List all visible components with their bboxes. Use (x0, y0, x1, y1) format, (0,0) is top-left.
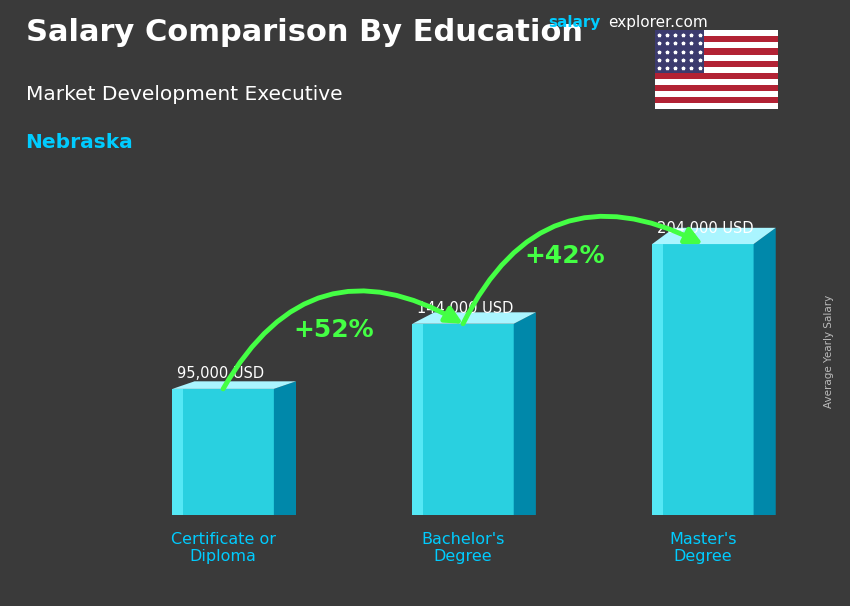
Polygon shape (173, 389, 184, 515)
Polygon shape (513, 312, 536, 515)
Text: 204,000 USD: 204,000 USD (657, 221, 753, 236)
Polygon shape (173, 381, 296, 389)
Bar (654, 85, 778, 91)
Text: explorer.com: explorer.com (608, 15, 707, 30)
Text: +52%: +52% (293, 318, 374, 342)
Bar (654, 91, 778, 97)
Polygon shape (652, 244, 754, 515)
Bar (654, 61, 778, 67)
Polygon shape (652, 228, 776, 244)
Bar (654, 79, 778, 85)
Bar (654, 103, 778, 109)
Text: Average Yearly Salary: Average Yearly Salary (824, 295, 834, 408)
Bar (654, 48, 778, 55)
Text: 144,000 USD: 144,000 USD (416, 301, 513, 316)
Polygon shape (652, 244, 663, 515)
Polygon shape (754, 228, 776, 515)
Polygon shape (173, 389, 274, 515)
Bar (654, 36, 778, 42)
Bar (654, 67, 778, 73)
Bar (654, 30, 778, 36)
Text: +42%: +42% (524, 244, 605, 268)
Text: Salary Comparison By Education: Salary Comparison By Education (26, 18, 582, 47)
Text: Nebraska: Nebraska (26, 133, 133, 152)
Bar (654, 73, 778, 79)
Polygon shape (274, 381, 296, 515)
Polygon shape (412, 312, 536, 324)
Text: 95,000 USD: 95,000 USD (177, 366, 264, 381)
Bar (654, 42, 778, 48)
Bar (654, 55, 778, 61)
Text: Market Development Executive: Market Development Executive (26, 85, 342, 104)
Polygon shape (412, 324, 423, 515)
Polygon shape (412, 324, 513, 515)
Text: salary: salary (548, 15, 601, 30)
Bar (654, 97, 778, 103)
Bar (654, 30, 704, 73)
